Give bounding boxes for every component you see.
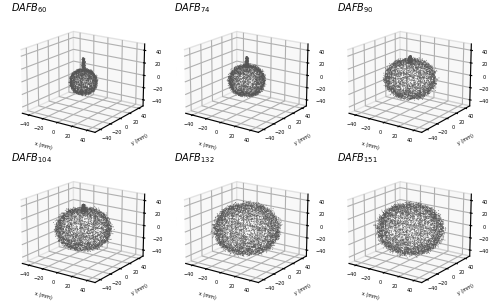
X-axis label: x (mm): x (mm) — [34, 141, 53, 151]
Y-axis label: y (mm): y (mm) — [130, 133, 148, 146]
Y-axis label: y (mm): y (mm) — [457, 133, 475, 146]
Text: $\mathit{DAFB}_{151}$: $\mathit{DAFB}_{151}$ — [338, 151, 378, 165]
Text: $\mathit{DAFB}_{132}$: $\mathit{DAFB}_{132}$ — [174, 151, 214, 165]
Y-axis label: y (mm): y (mm) — [457, 283, 475, 296]
X-axis label: x (mm): x (mm) — [198, 141, 216, 151]
Text: $\mathit{DAFB}_{60}$: $\mathit{DAFB}_{60}$ — [10, 1, 48, 15]
X-axis label: x (mm): x (mm) — [361, 141, 380, 151]
X-axis label: x (mm): x (mm) — [198, 291, 216, 301]
Text: $\mathit{DAFB}_{74}$: $\mathit{DAFB}_{74}$ — [174, 1, 211, 15]
Y-axis label: y (mm): y (mm) — [294, 133, 312, 146]
Text: $\mathit{DAFB}_{104}$: $\mathit{DAFB}_{104}$ — [10, 151, 52, 165]
Y-axis label: y (mm): y (mm) — [130, 283, 148, 296]
X-axis label: x (mm): x (mm) — [361, 291, 380, 301]
Text: $\mathit{DAFB}_{90}$: $\mathit{DAFB}_{90}$ — [338, 1, 374, 15]
X-axis label: x (mm): x (mm) — [34, 291, 53, 301]
Y-axis label: y (mm): y (mm) — [294, 283, 312, 296]
